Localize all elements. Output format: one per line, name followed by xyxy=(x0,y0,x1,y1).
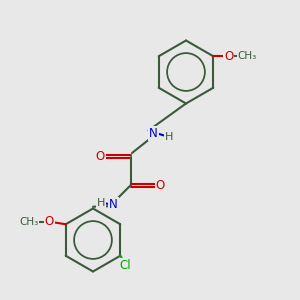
Text: O: O xyxy=(224,50,233,63)
Text: CH₃: CH₃ xyxy=(238,51,257,61)
Text: O: O xyxy=(96,150,105,163)
Text: Cl: Cl xyxy=(119,259,130,272)
Text: H: H xyxy=(97,198,105,208)
Text: H: H xyxy=(164,131,173,142)
Text: CH₃: CH₃ xyxy=(19,218,38,227)
Text: N: N xyxy=(149,127,158,140)
Text: O: O xyxy=(156,179,165,192)
Text: O: O xyxy=(45,215,54,228)
Text: N: N xyxy=(109,198,118,211)
